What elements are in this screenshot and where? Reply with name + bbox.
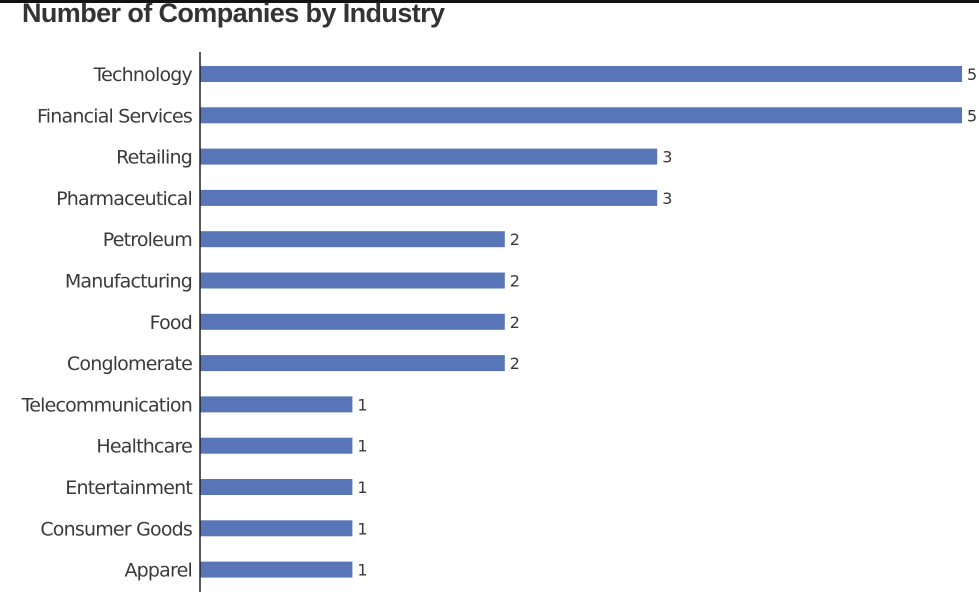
value-label-conglomerate: 2 <box>510 354 520 373</box>
value-label-consumer-goods: 1 <box>357 519 367 538</box>
value-label-financial-services: 5 <box>967 106 977 125</box>
category-label-food: Food <box>150 312 192 334</box>
bars-layer <box>200 66 962 578</box>
bar-consumer-goods <box>200 520 353 537</box>
bar-healthcare <box>200 437 353 454</box>
value-label-apparel: 1 <box>357 561 367 580</box>
value-label-telecommunication: 1 <box>357 395 367 414</box>
value-label-entertainment: 1 <box>357 478 367 497</box>
value-label-healthcare: 1 <box>357 437 367 456</box>
bar-apparel <box>200 561 353 578</box>
value-label-petroleum: 2 <box>510 230 520 249</box>
category-label-manufacturing: Manufacturing <box>65 271 192 293</box>
bar-food <box>200 313 505 330</box>
bar-entertainment <box>200 479 353 495</box>
bar-technology <box>200 66 962 82</box>
chart-title: Number of Companies by Industry <box>22 0 445 28</box>
category-label-petroleum: Petroleum <box>103 229 192 251</box>
top-border-strip <box>0 0 979 3</box>
value-label-retailing: 3 <box>662 148 672 167</box>
bar-pharmaceutical <box>200 189 658 206</box>
category-label-pharmaceutical: Pharmaceutical <box>56 188 192 210</box>
category-label-healthcare: Healthcare <box>96 436 192 458</box>
value-label-manufacturing: 2 <box>510 272 520 291</box>
category-label-technology: Technology <box>93 64 193 86</box>
category-label-apparel: Apparel <box>124 560 192 582</box>
value-labels-layer: 5 5 3 3 2 2 2 2 1 1 1 1 1 <box>357 65 977 580</box>
value-label-technology: 5 <box>967 65 977 84</box>
category-label-conglomerate: Conglomerate <box>67 353 192 375</box>
category-label-telecommunication: Telecommunication <box>21 394 192 416</box>
bar-financial-services <box>200 107 962 124</box>
bar-telecommunication <box>200 396 353 413</box>
bar-manufacturing <box>200 272 505 289</box>
value-label-pharmaceutical: 3 <box>662 189 672 208</box>
category-label-retailing: Retailing <box>116 147 192 169</box>
bar-conglomerate <box>200 355 505 372</box>
category-label-entertainment: Entertainment <box>65 477 192 499</box>
category-label-consumer-goods: Consumer Goods <box>40 518 192 540</box>
category-labels-layer: Technology Financial Services Retailing Pha… <box>21 64 194 582</box>
bar-retailing <box>200 148 658 165</box>
value-label-food: 2 <box>510 313 520 332</box>
category-label-financial-services: Financial Services <box>37 105 192 127</box>
bar-petroleum <box>200 231 505 248</box>
